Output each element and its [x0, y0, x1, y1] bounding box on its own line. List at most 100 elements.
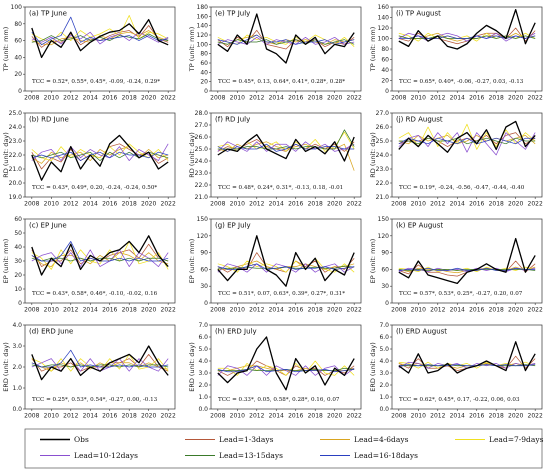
- x-tick-label: 2018: [489, 307, 504, 314]
- y-tick-label: 60: [381, 266, 389, 273]
- y-tick-label: 30: [200, 283, 208, 290]
- y-tick-label: 2.0: [12, 364, 22, 371]
- x-tick-label: 2016: [288, 307, 303, 314]
- series-line-lead-16-18days: [31, 151, 169, 161]
- y-tick-label: 0: [204, 300, 208, 307]
- y-tick-label: 1.0: [198, 394, 208, 401]
- panel-title: (l) ERD August: [396, 328, 447, 336]
- series-line-lead-7-9days: [31, 15, 169, 43]
- series-group: [398, 237, 536, 285]
- legend-item: Lead=10-12days: [40, 451, 138, 460]
- plot-frame: [391, 6, 543, 92]
- series-line-lead-16-18days: [31, 16, 169, 46]
- y-tick-label: 60: [200, 60, 208, 67]
- x-tick-label: 2016: [288, 95, 303, 102]
- series-line-obs: [31, 134, 169, 181]
- x-tick-label: 2020: [327, 307, 342, 314]
- x-tick-label: 2020: [508, 201, 523, 208]
- y-tick-label: 60: [381, 57, 389, 64]
- y-tick-label: 160: [197, 13, 209, 20]
- x-tick-label: 2022: [528, 201, 543, 208]
- series-line-lead-13-15days: [31, 33, 169, 43]
- panel-title: (g) EP July: [215, 222, 251, 230]
- y-axis-label: RD (unit: day): [2, 132, 10, 177]
- series-line-lead-10-12days: [217, 365, 355, 376]
- y-tick-label: 22.0: [9, 152, 23, 159]
- tcc-annotation: TCC = 0.51*, 0.07, 0.63*, 0.39*, 0.27*, …: [218, 291, 345, 297]
- y-tick-label: 40: [200, 69, 208, 76]
- x-tick-label: 2016: [102, 201, 117, 208]
- y-tick-label: 28.0: [195, 110, 209, 117]
- tcc-annotation: TCC = 0.19*, -0.24, -0.56, -0.47, -0.44,…: [399, 185, 525, 191]
- panel-7: 0 10 20 30 40 50 60 2008 2010 2012 2014 2016 2018 202…: [2, 216, 176, 314]
- y-axis-label: TP (unit: mm): [188, 27, 196, 73]
- y-tick-label: 4.0: [12, 322, 22, 329]
- x-tick-label: 2008: [210, 95, 225, 102]
- y-tick-label: 20: [381, 78, 389, 85]
- x-tick-label: 2016: [469, 413, 484, 420]
- x-tick-label: 2018: [308, 307, 323, 314]
- y-tick-label: 150: [378, 216, 390, 223]
- plot-frame: [391, 324, 543, 410]
- legend-label: Lead=13-15days: [219, 451, 283, 460]
- plot-frame: [391, 218, 543, 304]
- y-tick-label: 22.0: [195, 182, 209, 189]
- panel-title: (a) TP June: [29, 10, 67, 18]
- y-tick-label: 180: [197, 4, 209, 11]
- x-tick-label: 2018: [489, 201, 504, 208]
- series-line-lead-7-9days: [31, 241, 169, 270]
- legend-item: Lead=16-18days: [320, 451, 418, 460]
- x-tick-label: 2008: [24, 307, 39, 314]
- panel-12: 0.0 1.0 2.0 3.0 4.0 5.0 6.0 7.0 2008 2010 2012 2014…: [369, 322, 543, 420]
- y-tick-label: 3.0: [198, 370, 208, 377]
- x-tick-label: 2020: [508, 413, 523, 420]
- plot-frame: [391, 112, 543, 198]
- y-tick-label: 19.0: [9, 194, 23, 201]
- y-tick-label: 60: [14, 38, 22, 45]
- y-tick-label: 26.0: [376, 124, 390, 131]
- y-tick-label: 0: [18, 88, 22, 95]
- y-tick-label: 90: [200, 250, 208, 257]
- x-tick-label: 2008: [391, 307, 406, 314]
- x-tick-label: 2010: [411, 95, 426, 102]
- y-tick-label: 0.0: [198, 406, 208, 413]
- series-group: [31, 15, 169, 59]
- y-tick-label: 120: [378, 233, 390, 240]
- x-tick-label: 2014: [269, 307, 284, 314]
- x-tick-label: 2012: [249, 413, 264, 420]
- y-tick-label: 10: [14, 286, 22, 293]
- x-tick-label: 2018: [308, 95, 323, 102]
- y-tick-label: 150: [197, 216, 209, 223]
- series-group: [398, 341, 536, 374]
- series-line-lead-16-18days: [217, 34, 355, 45]
- panel-2: 0 20 40 60 80 100 120 140 160 180 2008 2010 2012 2014…: [188, 4, 362, 102]
- y-tick-label: 23.0: [195, 170, 209, 177]
- series-group: [217, 336, 355, 391]
- y-tick-label: 5.0: [379, 346, 389, 353]
- x-tick-label: 2020: [141, 95, 156, 102]
- x-tick-label: 2012: [430, 413, 445, 420]
- x-tick-label: 2016: [288, 413, 303, 420]
- x-tick-label: 2010: [230, 95, 245, 102]
- y-tick-label: 20: [14, 272, 22, 279]
- x-tick-label: 2008: [210, 413, 225, 420]
- series-line-obs: [398, 8, 536, 50]
- series-line-obs: [398, 120, 536, 153]
- y-tick-label: 160: [378, 4, 390, 11]
- y-tick-label: 21.0: [376, 194, 390, 201]
- series-line-lead-10-12days: [398, 132, 536, 156]
- y-tick-label: 80: [14, 21, 22, 28]
- x-tick-label: 2008: [24, 201, 39, 208]
- tcc-annotation: TCC = 0.43*, 0.49*, 0.20, -0.24, -0.24, …: [32, 185, 157, 191]
- series-line-obs: [31, 235, 169, 276]
- series-line-lead-16-18days: [31, 349, 169, 368]
- x-tick-label: 2014: [269, 413, 284, 420]
- x-tick-label: 2010: [44, 95, 59, 102]
- y-tick-label: 20: [200, 79, 208, 86]
- x-tick-label: 2010: [411, 413, 426, 420]
- x-tick-label: 2008: [391, 413, 406, 420]
- panel-title: (h) ERD July: [215, 328, 257, 336]
- legend: Obs Lead=1-3days Lead=4-6days Lead=7-9days L…: [24, 428, 544, 469]
- y-tick-label: 120: [197, 233, 209, 240]
- y-tick-label: 24.0: [195, 158, 209, 165]
